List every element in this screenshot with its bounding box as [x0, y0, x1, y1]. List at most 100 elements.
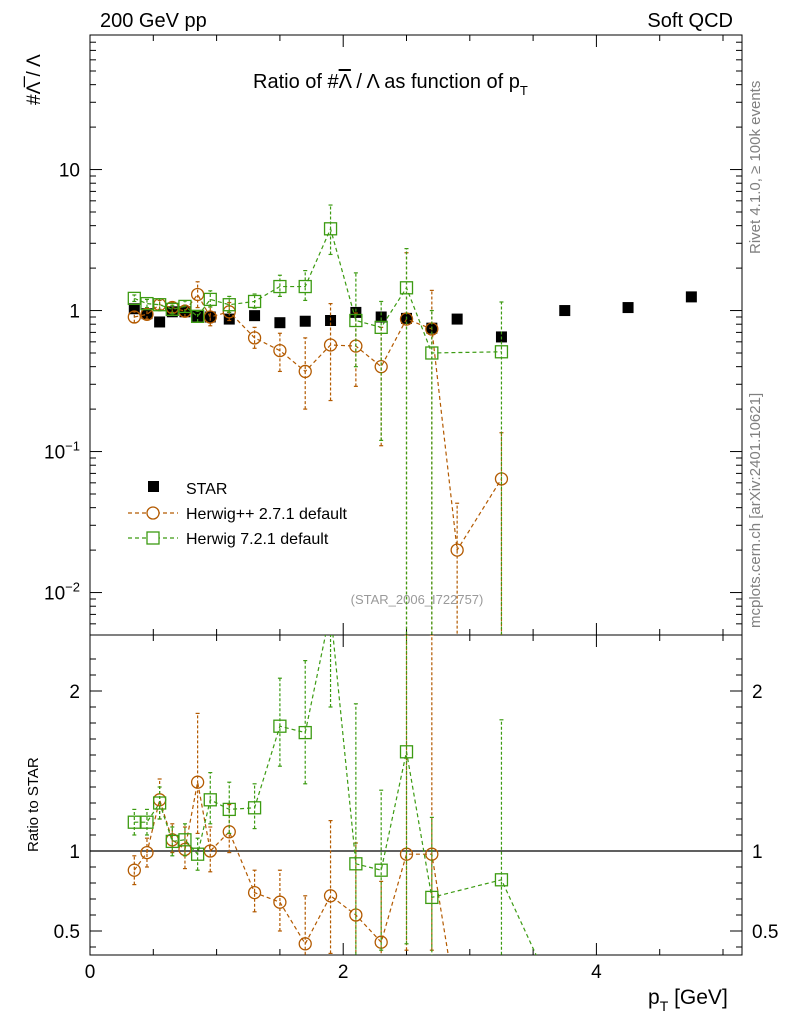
title-suffix: as function of p — [379, 71, 520, 93]
ratio-point-herwigpp — [298, 937, 312, 951]
ratio-point-herwig7 — [222, 802, 236, 817]
point-star — [128, 303, 140, 315]
point-herwig7 — [374, 320, 388, 335]
side-text-top: Rivet 4.1.0, ≥ 100k events — [747, 81, 764, 254]
x-axis-label: pT [GeV] — [648, 986, 728, 1014]
point-herwig7 — [152, 298, 167, 312]
ratio-y-tick-label: 0.5 — [54, 922, 80, 943]
point-star — [685, 291, 697, 303]
x-tick-label: 4 — [591, 962, 602, 983]
point-herwig7 — [140, 296, 154, 311]
x-label-p: p — [648, 986, 660, 1009]
ratio-point-herwig7 — [165, 834, 179, 849]
title-slash: / Λ — [351, 71, 381, 93]
point-herwigpp — [203, 310, 217, 324]
title-lambda-bar: Λ — [339, 71, 353, 93]
ratio-point-herwig7 — [140, 815, 154, 829]
point-herwig7 — [190, 309, 205, 323]
ratio-point-herwigpp — [273, 895, 287, 909]
tick-base: 10 — [44, 443, 65, 464]
header-right: Soft QCD — [647, 10, 733, 32]
ratio-y-tick-label-right: 2 — [752, 682, 763, 703]
legend-herwig7-label: Herwig 7.2.1 default — [186, 531, 329, 548]
main-y-label: #Λ̅ / Λ — [24, 54, 45, 105]
ratio-point-herwig7 — [178, 833, 192, 847]
ratio-point-herwig7 — [247, 801, 262, 815]
ratio-point-herwig7 — [298, 725, 312, 740]
title-prefix: Ratio of # — [253, 71, 339, 93]
ratio-point-herwig7 — [127, 815, 141, 829]
point-herwigpp — [450, 543, 464, 557]
point-herwig7 — [298, 279, 312, 294]
side-text-bottom: mcplots.cern.ch [arXiv:2401.10621] — [747, 393, 764, 628]
point-herwig7 — [273, 279, 287, 294]
main-y-tick-label: 10−1 — [44, 439, 80, 464]
ratio-point-herwig7 — [374, 863, 388, 877]
point-herwig7 — [399, 281, 414, 295]
point-star — [154, 316, 166, 328]
point-herwig7 — [178, 299, 192, 314]
main-y-tick-label: 10 — [59, 161, 80, 182]
legend-star-label: STAR — [186, 481, 227, 498]
point-herwig7 — [165, 302, 179, 316]
point-herwigpp — [247, 331, 262, 345]
point-star — [350, 306, 362, 318]
ratio-point-herwigpp — [247, 885, 262, 900]
point-herwig7 — [494, 345, 509, 359]
legend-herwigpp-marker — [146, 506, 160, 520]
ratio-point-herwig7 — [203, 793, 217, 807]
ratio-y-tick-label-right: 1 — [752, 842, 763, 863]
ratio-point-herwig7 — [349, 857, 363, 871]
point-herwig7 — [349, 313, 363, 328]
point-herwig7 — [127, 291, 141, 306]
x-label-sub: T — [660, 998, 669, 1014]
tick-base: 10 — [44, 584, 65, 605]
point-herwig7 — [323, 222, 338, 236]
main-y-tick-label: 10−2 — [44, 580, 80, 605]
ratio-point-herwig7 — [425, 890, 439, 905]
tick-exponent: −2 — [65, 580, 80, 595]
point-herwigpp — [298, 364, 312, 379]
legend: STAR Herwig++ 2.7.1 default Herwig 7.2.1… — [128, 481, 348, 548]
point-herwigpp — [127, 310, 141, 324]
legend-herwigpp-label: Herwig++ 2.7.1 default — [186, 506, 348, 523]
ratio-y-tick-label: 1 — [69, 842, 80, 863]
point-herwig7 — [425, 346, 439, 360]
ratio-line-herwig7 — [134, 635, 537, 955]
ratio-point-herwigpp — [323, 889, 338, 903]
ratio-point-herwigpp — [140, 845, 154, 860]
ratio-point-herwigpp — [127, 863, 141, 877]
legend-star-marker — [148, 481, 159, 492]
x-tick-label: 2 — [338, 962, 349, 983]
main-y-tick-label: 1 — [69, 302, 80, 323]
header-left: 200 GeV pp — [100, 10, 207, 32]
point-herwig7 — [222, 298, 236, 312]
ratio-point-herwigpp — [190, 775, 205, 789]
point-herwig7 — [203, 292, 217, 307]
title-sub: T — [520, 83, 528, 98]
point-herwigpp — [190, 287, 205, 302]
ratio-point-herwig7 — [152, 796, 167, 810]
point-star — [299, 315, 311, 327]
point-herwig7 — [247, 294, 262, 309]
x-tick-label: 0 — [85, 962, 96, 983]
series-line-herwig7 — [134, 227, 502, 354]
point-star — [559, 305, 571, 317]
point-star — [622, 302, 634, 314]
x-label-unit: [GeV] — [668, 986, 728, 1009]
ratio-y-label: Ratio to STAR — [25, 757, 42, 852]
tick-exponent: −1 — [65, 439, 80, 454]
point-star — [375, 311, 387, 323]
legend-herwig7-marker — [146, 531, 160, 545]
ratio-point-herwig7 — [399, 745, 414, 759]
ratio-point-herwig7 — [190, 847, 205, 861]
point-herwigpp — [273, 343, 287, 358]
point-star — [249, 310, 261, 322]
point-star — [451, 313, 463, 325]
point-herwigpp — [140, 307, 154, 321]
plot-title: Ratio of #Λ / Λ as function of pT — [253, 71, 528, 98]
ratio-point-herwig7 — [273, 719, 287, 733]
point-star — [274, 317, 286, 329]
ratio-point-herwigpp — [203, 844, 217, 858]
